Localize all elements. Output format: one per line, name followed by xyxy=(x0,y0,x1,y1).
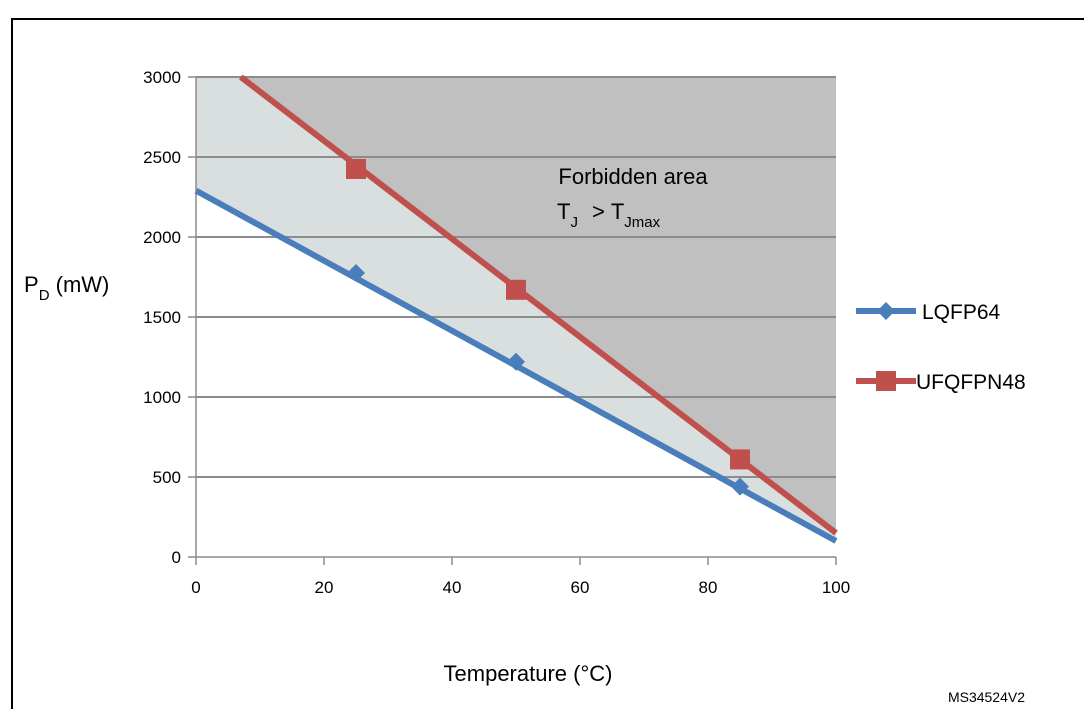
x-axis-label: Temperature (°C) xyxy=(444,661,613,686)
tj-condition-label: TJ > TJmax xyxy=(557,199,661,231)
package-dependent-region xyxy=(196,77,836,541)
series-layer xyxy=(194,74,838,544)
y-label-sub: D xyxy=(39,287,50,304)
x-tick-label-20: 20 xyxy=(315,578,334,597)
safe-region xyxy=(196,190,836,557)
tj-main: T xyxy=(557,199,570,224)
forbidden-area-label: Forbidden area xyxy=(558,164,708,189)
legend-label-ufqfpn48: UFQFPN48 xyxy=(916,371,1026,394)
legend-marker-lqfp64 xyxy=(877,302,895,320)
data-point-ufqfpn48-50 xyxy=(506,279,526,300)
data-point-lqfp64-85 xyxy=(731,477,749,496)
x-tick-label-100: 100 xyxy=(822,578,850,597)
data-point-lqfp64-25 xyxy=(347,264,365,282)
x-tick-label-60: 60 xyxy=(571,578,590,597)
grid-lines xyxy=(196,76,836,478)
y-tick-label-2500: 2500 xyxy=(143,148,181,167)
legend-label-lqfp64: LQFP64 xyxy=(922,301,1001,324)
y-tick-label-3000: 3000 xyxy=(143,68,181,87)
legend: LQFP64 UFQFPN48 xyxy=(856,301,1026,394)
tjmax-sub: Jmax xyxy=(624,214,660,231)
x-tick-label-40: 40 xyxy=(443,578,462,597)
figure-reference: MS34524V2 xyxy=(948,689,1025,705)
data-point-ufqfpn48-25 xyxy=(346,159,366,179)
y-tick-label-500: 500 xyxy=(153,468,181,487)
gt-sign: > xyxy=(592,199,605,224)
y-tick-label-1500: 1500 xyxy=(143,308,181,327)
series-ufqfpn48 xyxy=(238,74,838,536)
tj-sub: J xyxy=(570,214,578,231)
series-lqfp64 xyxy=(194,187,838,544)
figure-frame xyxy=(11,18,1084,709)
y-label-main: P xyxy=(24,272,39,297)
y-tick-label-0: 0 xyxy=(172,548,181,567)
y-axis-label: PD (mW) xyxy=(24,272,109,304)
y-tick-label-2000: 2000 xyxy=(143,228,181,247)
tjmax-main: T xyxy=(611,199,624,224)
x-tick-label-80: 80 xyxy=(699,578,718,597)
legend-marker-ufqfpn48 xyxy=(876,371,896,391)
y-label-unit: (mW) xyxy=(50,272,110,297)
data-point-lqfp64-50 xyxy=(507,352,525,371)
x-tick-label-0: 0 xyxy=(191,578,200,597)
axes: 0 500 1000 1500 2000 2500 3000 0 20 40 60 80 100 xyxy=(143,68,850,597)
y-tick-label-1000: 1000 xyxy=(143,388,181,407)
data-point-ufqfpn48-85 xyxy=(730,449,750,470)
